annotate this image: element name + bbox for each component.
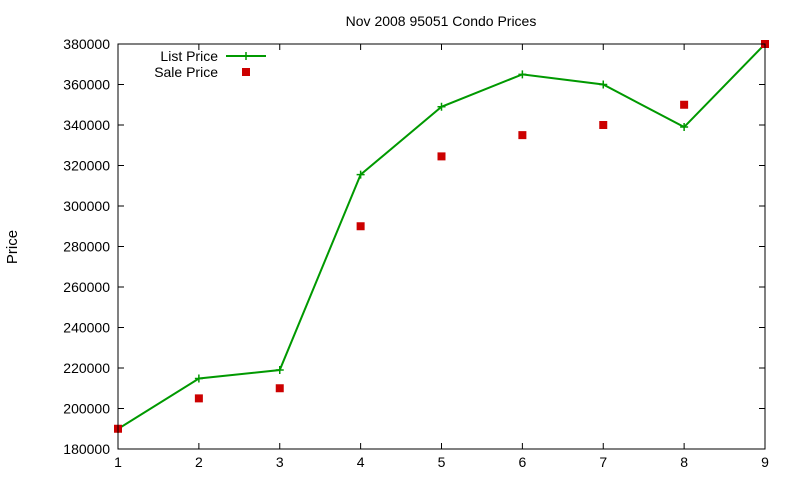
y-tick-label: 180000 <box>63 441 110 457</box>
plot-frame <box>117 43 766 450</box>
sale-price-point <box>437 152 446 161</box>
y-tick-label: 300000 <box>63 198 110 214</box>
series-sale-price <box>114 40 769 433</box>
y-tick-label: 360000 <box>63 77 110 93</box>
x-tick-label: 3 <box>276 454 284 470</box>
x-tick-label: 9 <box>761 454 769 470</box>
y-tick-label: 280000 <box>63 239 110 255</box>
y-tick-label: 380000 <box>63 36 110 52</box>
y-tick-label: 260000 <box>63 279 110 295</box>
sale-price-point <box>518 131 527 140</box>
y-tick-label: 320000 <box>63 158 110 174</box>
x-tick-label: 7 <box>599 454 607 470</box>
series-layer <box>114 40 769 433</box>
chart-title: Nov 2008 95051 Condo Prices <box>346 13 537 29</box>
sale-price-point <box>275 384 284 393</box>
x-tick-label: 5 <box>438 454 446 470</box>
y-tick-label: 220000 <box>63 360 110 376</box>
list-price-point <box>275 366 284 375</box>
sale-price-point <box>599 121 608 129</box>
y-axis-label: Price <box>4 230 21 264</box>
legend-swatch-marker <box>242 68 250 76</box>
sale-price-point <box>194 394 203 403</box>
x-tick-label: 4 <box>357 454 365 470</box>
sale-price-point <box>680 100 689 109</box>
list-price-line <box>117 43 766 430</box>
x-tick-label: 1 <box>114 454 122 470</box>
list-price-point <box>680 123 689 132</box>
list-price-point <box>599 80 608 89</box>
x-tick-label: 8 <box>680 454 688 470</box>
series-list-price <box>114 40 769 433</box>
list-price-point <box>356 170 365 179</box>
sale-price-point <box>356 222 365 231</box>
axis-ticks: 180000 200000 220000 240000 260000 280000 3000… <box>63 36 769 470</box>
legend-label: List Price <box>160 48 218 64</box>
x-tick-label: 6 <box>518 454 526 470</box>
y-tick-label: 240000 <box>63 320 110 336</box>
x-tick-label: 2 <box>195 454 203 470</box>
legend-label: Sale Price <box>154 64 218 80</box>
legend-swatch-marker <box>242 52 250 60</box>
y-tick-label: 340000 <box>63 117 110 133</box>
list-price-point <box>194 374 203 383</box>
y-tick-label: 200000 <box>63 401 110 417</box>
list-price-point <box>518 70 527 79</box>
list-price-point <box>437 102 446 111</box>
